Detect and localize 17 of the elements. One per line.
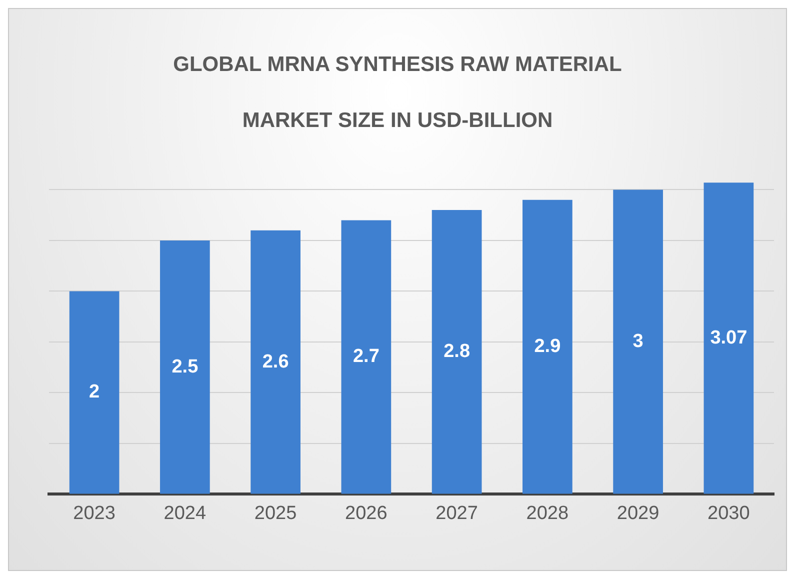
x-tick-label: 2027 xyxy=(436,502,478,524)
data-label: 3 xyxy=(632,330,644,352)
x-tick-label: 2026 xyxy=(345,502,388,524)
x-tick-label: 2030 xyxy=(708,502,750,524)
data-label: 2 xyxy=(89,382,100,403)
x-tick-label: 2029 xyxy=(616,502,660,524)
data-label: 2.7 xyxy=(352,346,380,368)
data-label: 2.5 xyxy=(172,356,199,378)
data-label: 2.9 xyxy=(534,336,561,358)
data-label: 3.07 xyxy=(710,327,748,348)
chart-title: GLOBAL MRNA SYNTHESIS RAW MATERIAL MARKET SIZE IN USD-BILLION xyxy=(173,53,622,132)
x-tick-label: 2023 xyxy=(73,502,116,524)
x-tick-label: 2024 xyxy=(164,502,206,524)
data-label: 2.8 xyxy=(444,341,470,362)
x-tick-label: 2025 xyxy=(254,502,297,524)
data-label: 2.6 xyxy=(262,351,289,372)
x-tick-label: 2028 xyxy=(526,502,569,524)
